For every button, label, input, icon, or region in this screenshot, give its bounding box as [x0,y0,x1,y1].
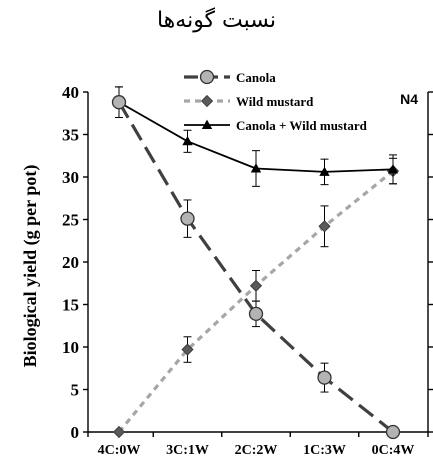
series-line-canola [117,101,394,434]
x-tick-label: 3C:1W [166,443,209,458]
data-point-canola [180,211,195,226]
data-point-canola [248,306,264,322]
data-point-canola-wild-mustard [182,135,193,146]
data-point-wild-mustard [318,220,331,233]
y-tick-label: 15 [62,296,79,315]
legend: Canola Wild mustard Canola + Wild mustard [184,69,368,133]
y-tick-label: 10 [62,338,79,357]
y-tick-label: 20 [62,253,79,272]
legend-marker [200,94,214,108]
legend-label: Wild mustard [236,94,314,109]
y-tick-label: 25 [62,211,79,230]
data-point-wild-mustard [181,343,194,356]
y-tick-label: 30 [62,168,79,187]
data-point-wild-mustard [112,425,126,439]
panel-label: N4 [400,91,418,107]
y-tick-label: 0 [71,423,80,442]
series-wild-mustard [112,157,400,439]
data-point-canola-wild-mustard [319,166,330,176]
x-tick-label: 0C:4W [372,443,415,458]
data-point-canola [385,424,401,440]
page-title: نسبت گونه‌ها [156,8,277,33]
legend-item-wild-mustard: Wild mustard [184,94,314,109]
series-layer [111,86,401,440]
y-tick-label: 5 [71,381,80,400]
legend-marker [201,119,213,130]
data-point-canola-wild-mustard [250,163,262,173]
legend-label: Canola + Wild mustard [236,118,368,133]
data-point-wild-mustard [249,279,263,292]
x-tick-label: 1C:3W [303,443,346,458]
y-axis-label: Biological yield (g per pot) [20,165,41,368]
series-canola [111,86,401,440]
axes: 0 5 10 15 20 25 30 35 40 4C:0W 3C:1W 2C:2W 1C:3W 0C:4… [20,83,433,458]
legend-item-canola-wild-mustard: Canola + Wild mustard [184,118,368,133]
legend-item-canola: Canola [184,69,276,85]
data-point-canola [317,370,332,385]
x-tick-label: 2C:2W [235,443,278,458]
data-point-canola [111,95,127,110]
legend-marker [199,69,215,85]
y-tick-label: 40 [62,83,79,102]
data-point-canola-wild-mustard [387,164,399,174]
legend-label: Canola [236,70,276,85]
x-tick-label: 4C:0W [98,443,141,458]
y-tick-label: 35 [62,126,79,145]
